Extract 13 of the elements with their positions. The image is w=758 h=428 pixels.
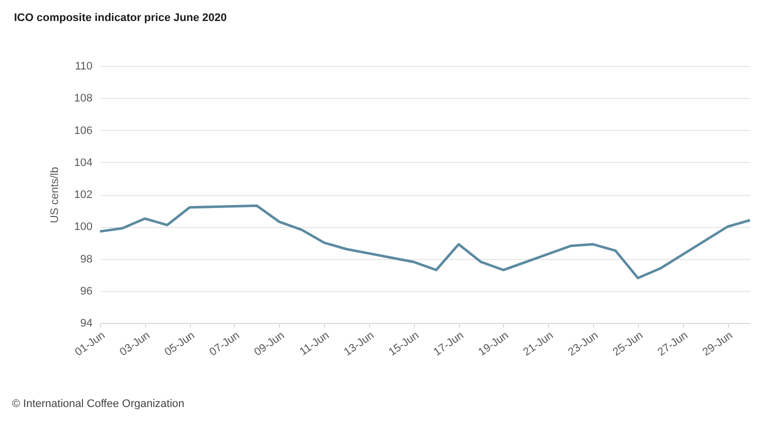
y-axis-title: US cents/lb — [49, 166, 62, 224]
y-tick-label: 106 — [74, 124, 92, 137]
y-tick-label: 102 — [74, 189, 92, 201]
line-series — [98, 204, 752, 280]
chart-title: ICO composite indicator price June 2020 — [14, 12, 227, 24]
y-tick-label: 100 — [74, 221, 92, 234]
y-tick-label: 98 — [80, 253, 92, 266]
y-tick-label: 110 — [74, 60, 92, 72]
y-tick-label: 94 — [80, 318, 92, 330]
y-tick-label: 104 — [74, 156, 92, 169]
y-tick-label: 96 — [80, 285, 92, 298]
text: © International Coffee Organization — [12, 398, 184, 410]
y-tick-label: 108 — [74, 92, 92, 105]
